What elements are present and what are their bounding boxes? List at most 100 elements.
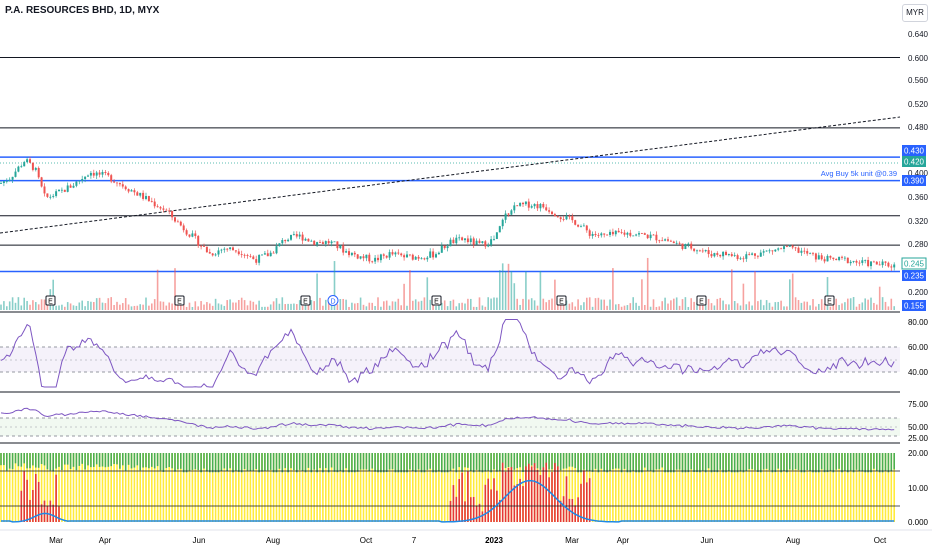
- osc3-green-bar: [6, 453, 8, 471]
- osc3-green-bar: [342, 453, 344, 473]
- candle-body: [295, 234, 298, 237]
- osc3-green-bar: [786, 453, 788, 473]
- osc3-yellow-bar: [644, 453, 646, 522]
- osc3-yellow-bar: [844, 453, 846, 522]
- volume-bar: [197, 306, 199, 310]
- currency-button[interactable]: MYR: [902, 4, 928, 22]
- osc3-green-bar: [725, 453, 727, 473]
- volume-bar: [626, 305, 629, 310]
- osc3-line[interactable]: [1, 479, 895, 523]
- volume-bar: [545, 302, 547, 310]
- volume-bar: [704, 302, 707, 310]
- osc3-green-bar: [626, 453, 629, 473]
- candle-body: [408, 254, 411, 256]
- volume-bar: [32, 300, 34, 310]
- price-badges: 0.430 0.420 0.390 0.245 0.235 0.155: [901, 145, 927, 311]
- volume-bar: [690, 298, 692, 310]
- candle-body: [182, 225, 185, 231]
- svg-text:E: E: [559, 299, 564, 306]
- earnings-marker[interactable]: E: [300, 295, 311, 306]
- osc3-yellow-bar: [122, 453, 124, 522]
- earnings-marker[interactable]: E: [431, 295, 442, 306]
- candle-body: [2, 181, 5, 184]
- candle-body: [327, 241, 330, 244]
- dividend-marker[interactable]: D: [327, 295, 339, 306]
- candlesticks[interactable]: [0, 156, 896, 271]
- price-axis[interactable]: 0.640 0.600 0.560 0.520 0.480 0.400 0.36…: [908, 30, 929, 297]
- osc3-yellow-bar: [470, 453, 472, 522]
- osc3-yellow-bar: [310, 453, 313, 522]
- osc3-green-bar: [780, 453, 782, 473]
- earnings-marker[interactable]: E: [45, 295, 56, 306]
- volume-bar: [684, 297, 687, 310]
- osc2-line[interactable]: [0, 407, 895, 431]
- earnings-marker[interactable]: E: [824, 295, 835, 306]
- volume-bar: [525, 271, 527, 310]
- osc3-yellow-bar: [661, 453, 663, 522]
- volume-bar: [336, 304, 339, 310]
- osc3-green-bar: [66, 453, 69, 465]
- osc3-green-bar: [98, 453, 101, 467]
- candle-body: [168, 210, 171, 212]
- osc3-green-bar: [165, 453, 168, 469]
- osc3-green-bar: [864, 453, 866, 473]
- osc3-green-bar: [313, 453, 315, 470]
- badge-last-price: 0.245: [904, 260, 925, 269]
- price-tick: 0.480: [908, 123, 929, 132]
- symbol-title: P.A. RESOURCES BHD, 1D, MYX: [5, 5, 160, 16]
- event-markers[interactable]: E E E D E E E E: [45, 295, 835, 306]
- volume-bar: [574, 306, 576, 310]
- osc3-green-bar: [426, 453, 429, 470]
- osc3-green-bar: [197, 453, 199, 471]
- candle-body: [249, 255, 252, 257]
- osc3-red-bar: [49, 500, 52, 522]
- trend-line[interactable]: [0, 116, 901, 234]
- osc3-yellow-bar: [159, 453, 162, 522]
- osc3-yellow-bar: [719, 453, 721, 522]
- candle-body: [658, 240, 661, 242]
- candle-body: [765, 250, 768, 252]
- osc3-yellow-bar: [81, 453, 83, 522]
- volume-bar: [513, 283, 516, 310]
- candle-body: [333, 241, 336, 243]
- osc3-green-bar: [568, 453, 571, 467]
- osc3-red-bar: [464, 501, 466, 522]
- osc3-green-bar: [542, 453, 545, 471]
- earnings-marker[interactable]: E: [556, 295, 567, 306]
- volume-bar: [304, 303, 307, 310]
- candle-body: [336, 241, 339, 249]
- osc3-yellow-bar: [684, 453, 687, 522]
- osc3-green-bar: [333, 453, 336, 472]
- osc3-yellow-bar: [78, 453, 81, 522]
- time-axis[interactable]: Mar Apr Jun Aug Oct 7 2023 Mar Apr Jun A…: [49, 536, 887, 545]
- candle-body: [727, 254, 730, 256]
- osc3-yellow-bar: [420, 453, 423, 522]
- osc3-green-bar: [284, 453, 286, 469]
- osc3-green-bar: [800, 453, 803, 473]
- osc3-green-bar: [394, 453, 397, 473]
- osc3-yellow-bar: [333, 453, 336, 522]
- osc3-yellow-bar: [290, 453, 292, 522]
- rsi-line[interactable]: [0, 319, 895, 388]
- volume-bar: [43, 299, 46, 310]
- volume-bar: [3, 301, 5, 310]
- earnings-marker[interactable]: E: [696, 295, 707, 306]
- earnings-marker[interactable]: E: [174, 295, 185, 306]
- horizontal-levels[interactable]: [0, 56, 900, 273]
- candle-body: [585, 225, 588, 231]
- osc3-green-bar: [470, 453, 472, 472]
- volume-bar: [794, 297, 797, 310]
- candle-body: [263, 253, 266, 255]
- volume-bar: [719, 297, 721, 310]
- volume-bar: [232, 302, 234, 310]
- osc3-green-bar: [597, 453, 600, 473]
- candle-body: [432, 251, 435, 258]
- candle-body: [701, 250, 704, 252]
- volume-bar: [710, 303, 713, 310]
- osc3-yellow-bar: [406, 453, 408, 522]
- osc3-yellow-bar: [742, 453, 745, 522]
- osc3-yellow-bar: [8, 453, 11, 522]
- osc3-green-bar: [252, 453, 255, 471]
- osc3-yellow-bar: [362, 453, 365, 522]
